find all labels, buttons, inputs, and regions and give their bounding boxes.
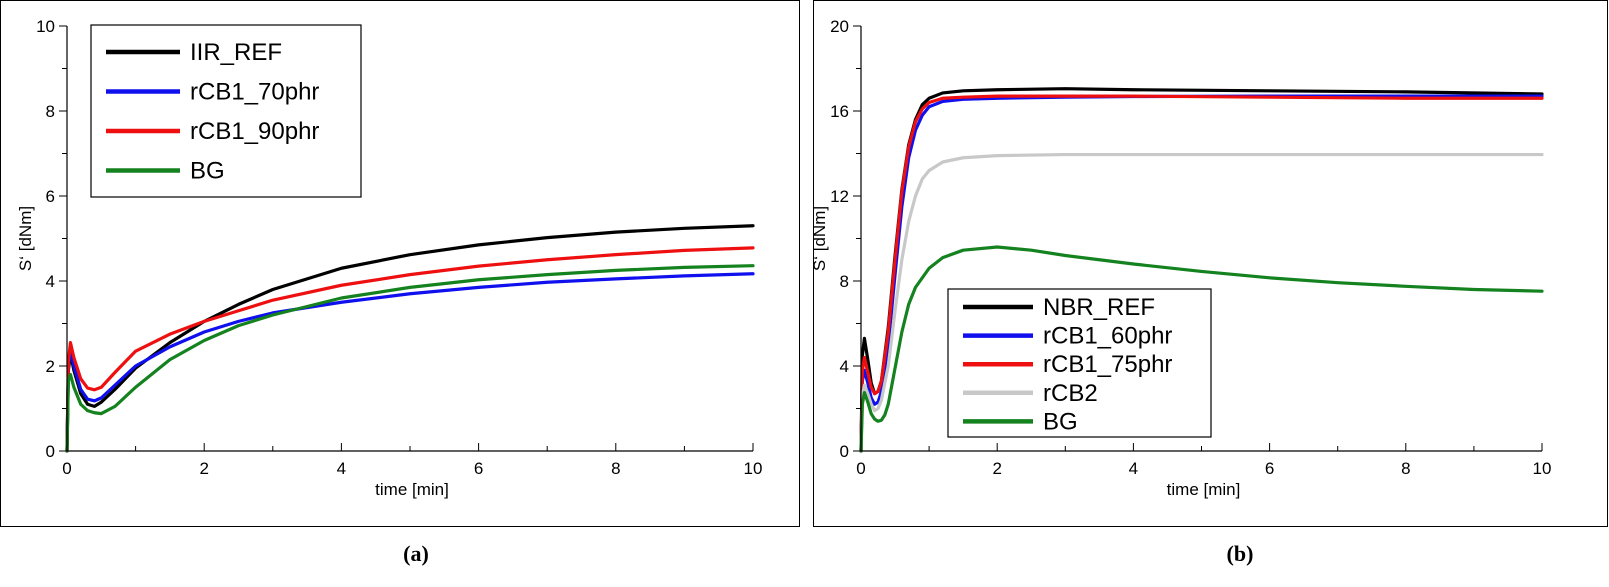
y-tick-label: 4 <box>840 357 849 376</box>
series-line-rcb1-75phr <box>859 94 1544 453</box>
series-line-iir-ref <box>65 224 755 453</box>
y-tick-label: 4 <box>46 272 55 291</box>
chart-panel-b: 0 2 4 6 8 10 0 4 8 12 16 20 time [min] S‘ [dNm] NBR_RE… <box>813 0 1608 527</box>
y-axis-label: S‘ [dNm] <box>814 206 829 271</box>
legend-label: NBR_REF <box>1043 294 1155 321</box>
chart-b-svg: 0 2 4 6 8 10 0 4 8 12 16 20 time [min] S‘ [dNm] NBR_RE… <box>814 17 1552 499</box>
x-tick-label: 10 <box>1533 459 1552 478</box>
y-tick-label: 0 <box>46 442 55 461</box>
y-tick-label: 10 <box>36 17 55 36</box>
y-tick-label: 16 <box>830 102 849 121</box>
x-tick-label: 4 <box>1129 459 1138 478</box>
x-tick-label: 0 <box>856 459 865 478</box>
y-tick-label: 20 <box>830 17 849 36</box>
y-axis-label: S‘ [dNm] <box>16 206 35 271</box>
legend-label: rCB1_60phr <box>1043 323 1172 350</box>
series-line-bg <box>65 264 755 453</box>
series-line-rcb1-90phr <box>65 246 755 453</box>
legend-label: rCB1_90phr <box>190 118 319 145</box>
x-tick-label: 6 <box>474 459 483 478</box>
series-line-bg <box>859 245 1544 453</box>
x-tick-label: 2 <box>992 459 1001 478</box>
legend-label: BG <box>1043 408 1078 435</box>
legend-label: rCB1_75phr <box>1043 351 1172 378</box>
y-tick-label: 8 <box>46 102 55 121</box>
series-line-rcb2 <box>859 152 1544 453</box>
series-line-rcb1-70phr <box>65 272 755 453</box>
y-tick-label: 0 <box>840 442 849 461</box>
x-tick-label: 8 <box>611 459 620 478</box>
y-tick-label: 6 <box>46 187 55 206</box>
x-tick-label: 4 <box>337 459 346 478</box>
panel-label-b: (b) <box>1226 541 1254 566</box>
y-tick-label: 12 <box>830 187 849 206</box>
x-axis-label: time [min] <box>1167 480 1241 499</box>
y-tick-label: 2 <box>46 357 55 376</box>
y-tick-label: 8 <box>840 272 849 291</box>
x-tick-label: 0 <box>62 459 71 478</box>
x-tick-label: 6 <box>1265 459 1274 478</box>
legend-label: IIR_REF <box>190 39 282 66</box>
legend-label: rCB2 <box>1043 380 1098 407</box>
legend-label: BG <box>190 158 225 185</box>
chart-a-svg: 0 2 4 6 8 10 0 2 4 6 8 10 time [min] S‘ [dNm] IIR_REFr… <box>16 17 763 499</box>
x-tick-label: 8 <box>1401 459 1410 478</box>
x-axis-label: time [min] <box>375 480 449 499</box>
x-tick-label: 2 <box>199 459 208 478</box>
x-tick-label: 10 <box>744 459 763 478</box>
legend-label: rCB1_70phr <box>190 79 319 106</box>
panel-label-a: (a) <box>403 541 429 566</box>
